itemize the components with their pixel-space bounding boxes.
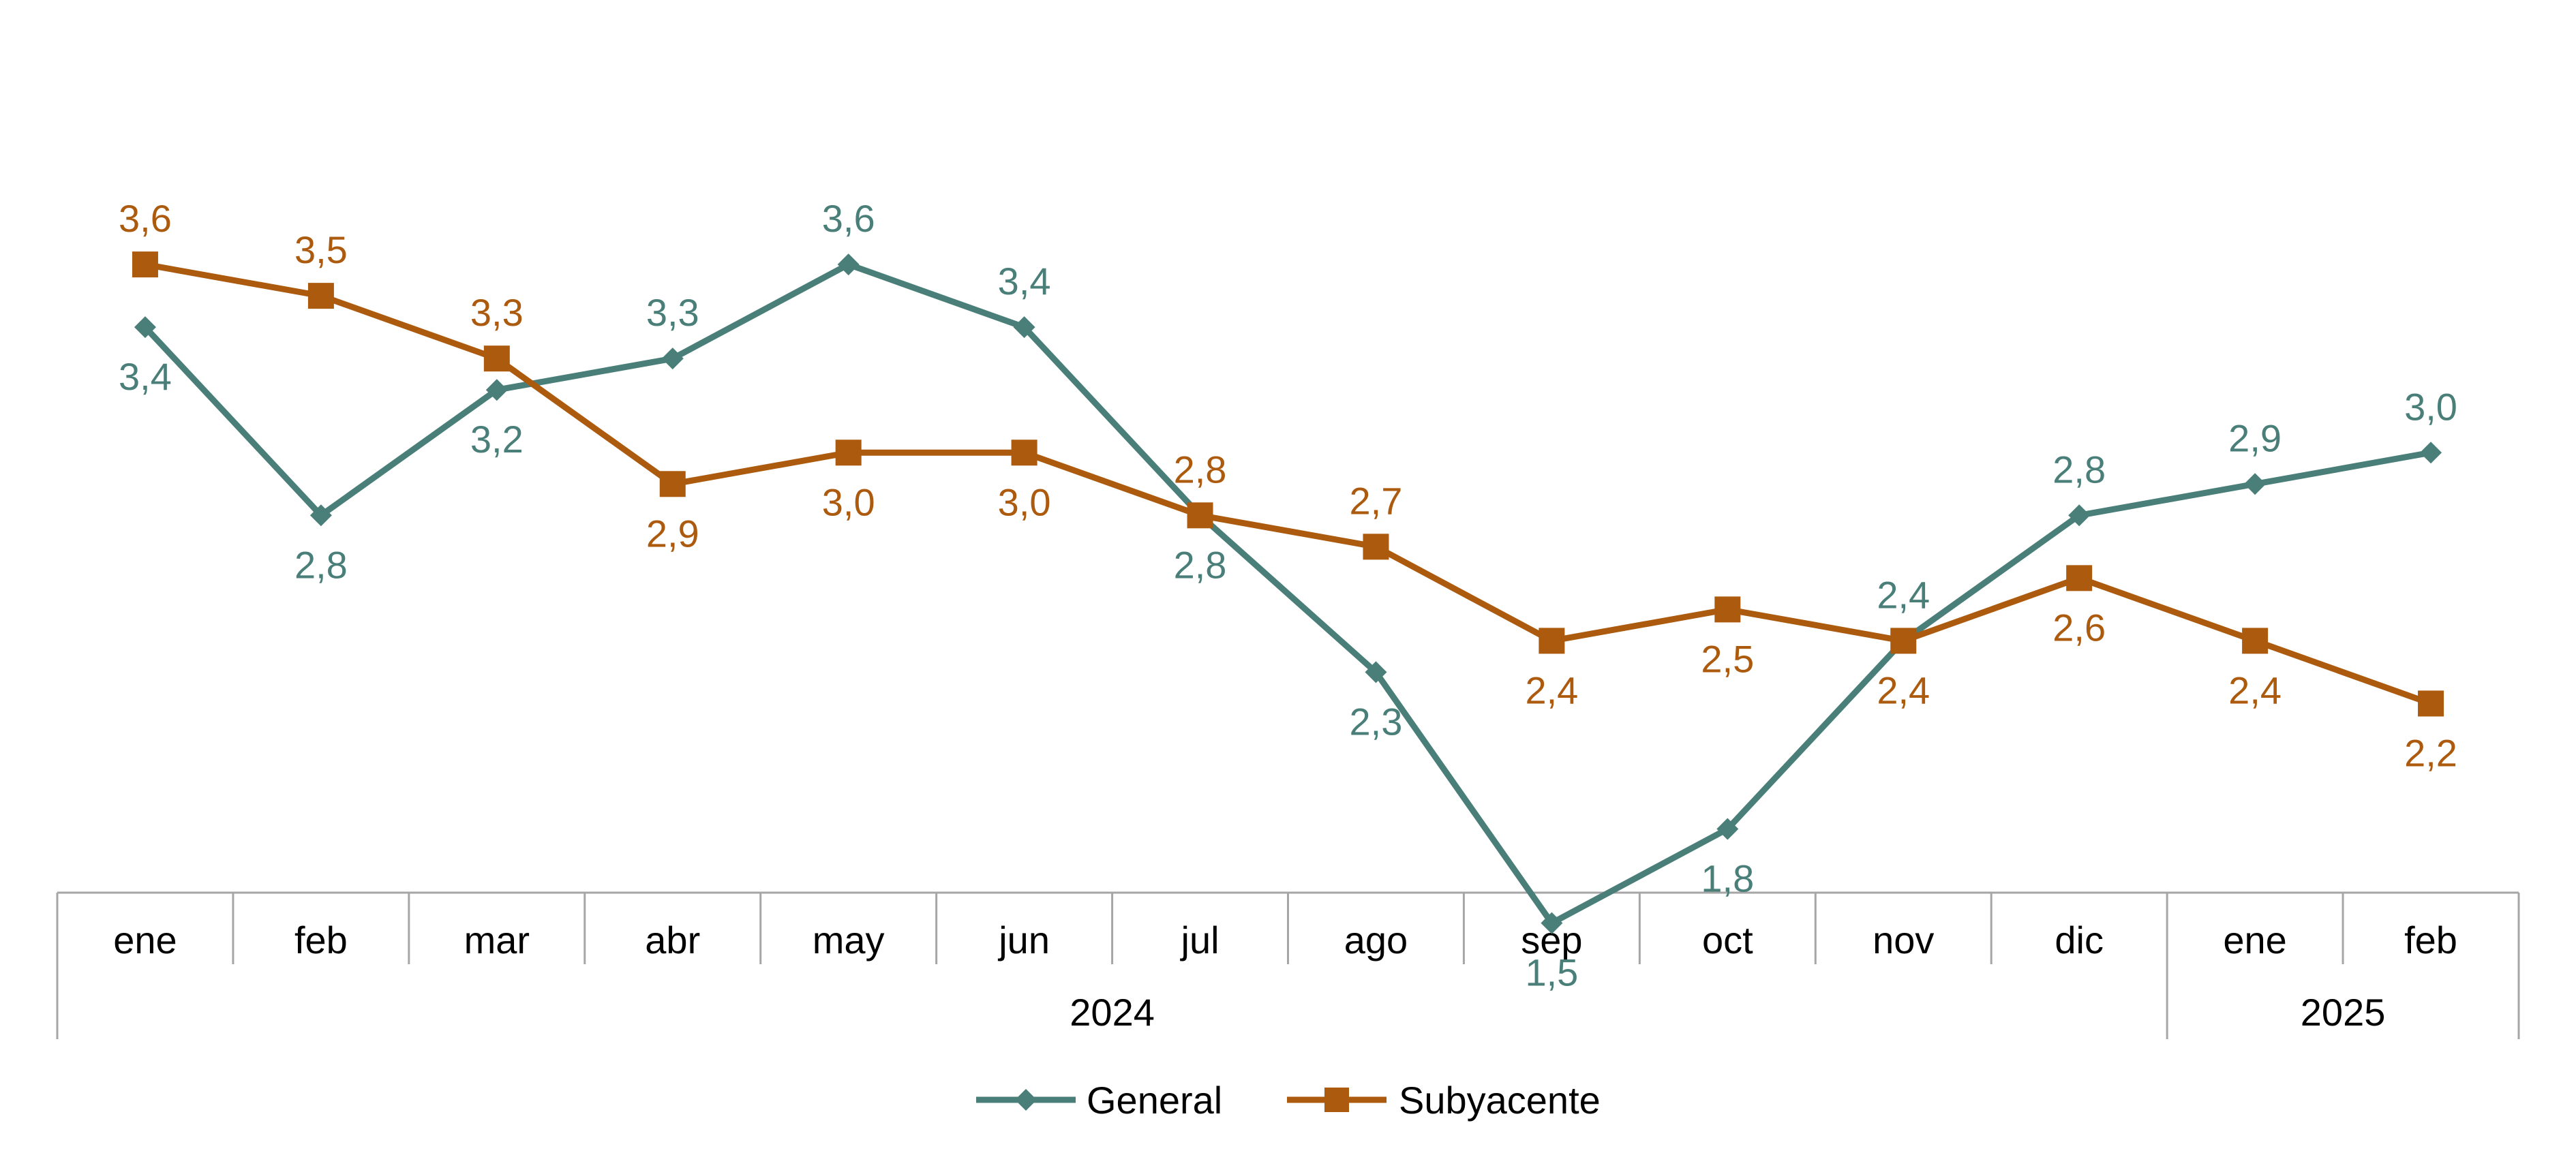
data-label-subyacente: 2,4 [1877, 668, 1930, 711]
point-subyacente [1890, 628, 1917, 654]
category-label: ene [2223, 919, 2286, 961]
category-label: jul [1180, 919, 1219, 961]
point-general [1365, 661, 1387, 683]
category-label: feb [294, 919, 348, 961]
data-label-general: 2,8 [294, 543, 348, 586]
point-subyacente [1187, 502, 1213, 529]
point-general [2420, 442, 2442, 464]
point-subyacente [2066, 565, 2093, 591]
legend-marker-square [1324, 1088, 1349, 1112]
point-subyacente [1714, 596, 1741, 623]
point-general [309, 504, 332, 527]
data-label-subyacente: 3,3 [470, 291, 524, 334]
legend-label: Subyacente [1399, 1079, 1601, 1122]
data-label-subyacente: 3,0 [998, 480, 1051, 523]
point-general [134, 316, 156, 339]
category-label: mar [464, 919, 530, 961]
data-label-subyacente: 2,9 [646, 512, 699, 555]
point-subyacente [1011, 440, 1037, 466]
point-subyacente [2418, 690, 2444, 717]
data-label-general: 3,6 [822, 197, 875, 240]
point-general [1716, 818, 1739, 840]
point-general [1013, 316, 1035, 339]
series-layer [132, 251, 2444, 934]
data-label-subyacente: 2,6 [2052, 606, 2106, 649]
point-general [2244, 473, 2267, 495]
point-general [2068, 504, 2091, 527]
point-general [1541, 912, 1563, 934]
category-label: dic [2055, 919, 2104, 961]
category-label: ago [1344, 919, 1408, 961]
category-label: abr [645, 919, 700, 961]
category-axis: ene feb mar abr may jun jul ago sep oct nov dic ene f… [56, 891, 2520, 1039]
data-label-subyacente: 2,7 [1350, 479, 1403, 522]
data-label-general: 1,8 [1701, 857, 1754, 900]
data-label-general: 3,0 [2404, 385, 2457, 428]
category-label: oct [1702, 919, 1753, 961]
data-label-subyacente: 2,5 [1701, 637, 1754, 680]
data-label-general: 2,9 [2228, 416, 2282, 459]
data-labels: 3,4 2,8 3,2 3,3 3,6 3,4 2,8 2,3 1,5 1,8 2,4 2,8 2,9 3… [119, 197, 2457, 994]
data-label-subyacente: 2,4 [1525, 668, 1578, 711]
category-label: jun [997, 919, 1050, 961]
data-label-subyacente: 2,2 [2404, 731, 2457, 774]
data-label-general: 2,4 [1877, 573, 1930, 616]
series-line-subyacente [145, 261, 2432, 707]
data-label-general: 1,5 [1525, 951, 1578, 994]
point-general [837, 253, 860, 276]
category-label: ene [113, 919, 177, 961]
category-label: may [813, 919, 885, 961]
point-subyacente [835, 440, 862, 466]
data-label-general: 3,2 [470, 418, 524, 461]
series-line-general [142, 261, 2431, 927]
point-subyacente [2242, 628, 2269, 654]
year-label: 2024 [1070, 991, 1155, 1034]
data-label-subyacente: 3,6 [119, 197, 172, 240]
legend-label: General [1087, 1079, 1222, 1122]
data-label-subyacente: 2,4 [2228, 668, 2282, 711]
data-label-general: 2,3 [1350, 700, 1403, 743]
legend: General Subyacente [976, 1079, 1601, 1122]
point-subyacente [1363, 534, 1389, 560]
data-label-general: 2,8 [1174, 543, 1227, 586]
point-general [661, 348, 684, 370]
data-label-subyacente: 3,5 [294, 228, 348, 271]
point-subyacente [659, 471, 686, 497]
year-label: 2025 [2301, 991, 2386, 1034]
data-label-general: 2,8 [2052, 448, 2106, 491]
category-label: nov [1873, 919, 1934, 961]
legend-item-subyacente: Subyacente [1287, 1079, 1601, 1122]
category-label: feb [2404, 919, 2457, 961]
point-subyacente [483, 345, 510, 372]
point-general [485, 379, 508, 401]
legend-marker-diamond [1015, 1089, 1037, 1111]
legend-item-general: General [976, 1079, 1222, 1122]
data-label-subyacente: 2,8 [1174, 448, 1227, 491]
point-subyacente [307, 283, 334, 309]
point-subyacente [1539, 628, 1565, 654]
data-label-general: 3,4 [119, 355, 172, 398]
data-label-subyacente: 3,0 [822, 480, 875, 523]
data-label-general: 3,3 [646, 291, 699, 334]
point-subyacente [132, 251, 158, 278]
data-label-general: 3,4 [998, 260, 1051, 303]
